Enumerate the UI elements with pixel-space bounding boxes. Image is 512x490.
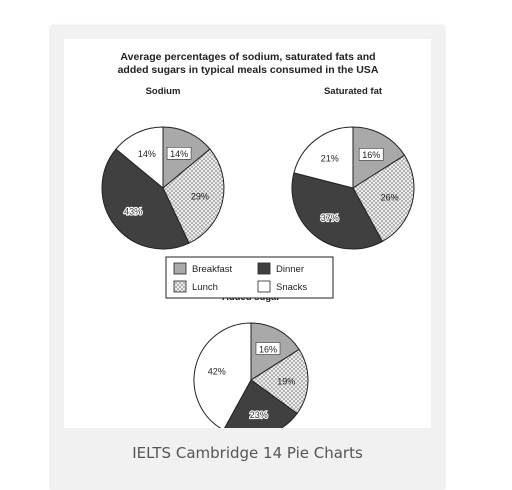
slice-label-saturated-fat-lunch: 26% (381, 193, 399, 203)
legend-entry-breakfast: Breakfast (173, 262, 232, 275)
slice-label-added-sugar-snacks: 42% (208, 367, 226, 377)
slice-label-box (166, 147, 192, 160)
legend-box (165, 256, 334, 299)
slice-label-saturated-fat-breakfast: 16% (358, 148, 384, 161)
slice-label-text: 21% (321, 153, 339, 163)
slice-label-sodium-breakfast: 14% (166, 147, 192, 160)
legend: Breakfast Dinner Lunch Snacks (165, 256, 334, 299)
legend-swatch-breakfast (173, 262, 187, 275)
slice-label-box (358, 148, 384, 161)
slice-added-sugar-lunch (250, 348, 309, 415)
pie-sodium: Sodium 14% 29% 43% 14% (101, 86, 225, 250)
legend-label-dinner: Dinner (276, 264, 304, 275)
slice-label-text: 26% (381, 193, 399, 203)
pie-charts-svg: Average percentages of sodium, saturated… (101, 51, 415, 428)
legend-label-lunch: Lunch (192, 282, 218, 293)
slice-label-text: 42% (208, 367, 226, 377)
slice-label-text: 16% (362, 150, 380, 160)
figure-caption: IELTS Cambridge 14 Pie Charts (132, 444, 363, 462)
slice-label-text: 37% (321, 213, 339, 223)
legend-entry-snacks: Snacks (257, 280, 307, 293)
slice-label-text: 19% (277, 376, 295, 386)
slice-label-text: 14% (138, 149, 156, 159)
legend-label-breakfast: Breakfast (192, 264, 232, 275)
legend-swatch-lunch (173, 280, 187, 293)
slice-sodium-snacks (115, 126, 164, 190)
slice-label-saturated-fat-snacks: 21% (321, 153, 339, 163)
chart-title-line-1: Average percentages of sodium, saturated… (120, 51, 375, 63)
pie-title-saturated-fat: Saturated fat (324, 86, 383, 97)
slice-label-text: 14% (170, 149, 188, 159)
chart-title-line-2: added sugars in typical meals consumed i… (118, 64, 379, 76)
slice-label-sodium-snacks: 14% (138, 149, 156, 159)
slice-added-sugar-snacks (193, 322, 252, 428)
slice-sodium-dinner (101, 148, 190, 250)
slice-label-text: 16% (259, 344, 277, 354)
legend-swatch-dinner (257, 262, 271, 275)
pie-saturated-fat: Saturated fat 16% 26% 37% 21% (291, 86, 415, 250)
slice-saturated-fat-snacks (293, 126, 354, 189)
slice-label-text: 43% (124, 207, 142, 217)
slice-label-text: 23% (250, 410, 268, 420)
legend-swatch-snacks (257, 280, 271, 293)
legend-label-snacks: Snacks (276, 282, 307, 293)
figure-card: Average percentages of sodium, saturated… (51, 26, 444, 490)
slice-label-added-sugar-dinner: 23% (249, 409, 269, 421)
slice-saturated-fat-lunch (352, 154, 415, 243)
slice-label-text: 29% (191, 192, 209, 202)
legend-entry-lunch: Lunch (173, 280, 218, 293)
slice-label-sodium-dinner: 43% (123, 205, 143, 217)
slice-label-sodium-lunch: 29% (191, 192, 209, 202)
pie-title-sodium: Sodium (146, 86, 181, 97)
legend-entry-dinner: Dinner (257, 262, 304, 275)
slice-label-added-sugar-breakfast: 16% (255, 342, 281, 355)
pie-added-sugar: Added sugar16%19%23%42% (193, 292, 309, 428)
slice-saturated-fat-dinner (291, 172, 384, 250)
slice-label-added-sugar-lunch: 19% (277, 376, 295, 386)
slice-label-box (255, 342, 281, 355)
slice-label-saturated-fat-dinner: 37% (320, 212, 340, 224)
slice-added-sugar-dinner (224, 379, 298, 428)
chart-figure: Average percentages of sodium, saturated… (64, 39, 431, 428)
